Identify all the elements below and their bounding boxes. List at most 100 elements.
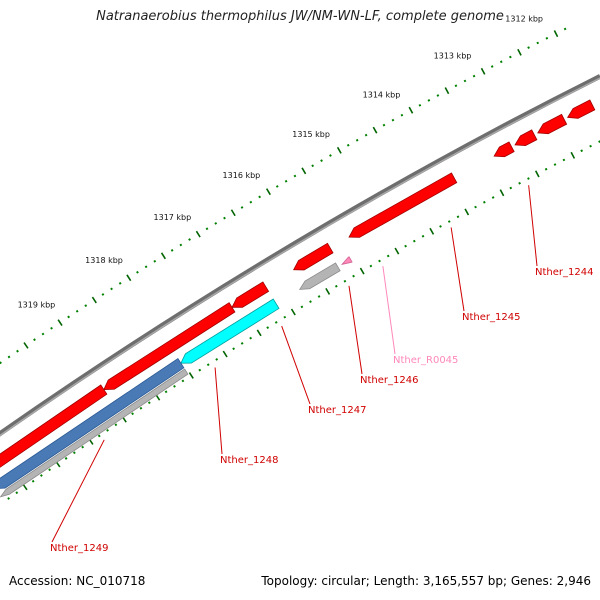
scale-tick-inner <box>206 363 210 367</box>
scale-tick-outer <box>509 55 512 59</box>
scale-tick-inner <box>499 189 505 197</box>
scale-tick-outer <box>284 179 288 183</box>
gene-label: Nther_1246 <box>360 375 418 386</box>
scale-tick-outer <box>249 200 253 204</box>
scale-tick-inner <box>464 208 470 216</box>
scale-tick-outer <box>170 249 174 252</box>
scale-label: 1317 kbp <box>154 213 192 222</box>
scale-tick-inner <box>412 239 416 243</box>
gene-leader-line <box>214 367 223 455</box>
scale-tick-inner <box>215 358 219 361</box>
pseudo-arrow-lower <box>0 368 189 498</box>
gene-arrow-nther-1248 <box>103 302 236 390</box>
scale-tick-inner <box>240 342 244 345</box>
scale-tick-inner <box>188 372 194 379</box>
scale-tick-inner <box>147 401 151 405</box>
scale-tick-inner <box>283 315 287 319</box>
scale-tick-inner <box>421 234 425 238</box>
scale-tick-inner <box>562 158 566 162</box>
scale-tick-inner <box>290 308 296 316</box>
gene-arrow <box>493 141 515 158</box>
scale-tick-inner <box>81 445 85 449</box>
gene-leader-line <box>528 185 538 267</box>
scale-tick-inner <box>544 167 548 171</box>
scale-tick-inner <box>164 390 168 394</box>
scale-tick-outer <box>336 146 342 154</box>
scale-tick-outer <box>499 60 503 64</box>
scale-tick-outer <box>67 315 71 319</box>
scale-tick-outer <box>101 293 105 296</box>
scale-tick-inner <box>309 300 312 304</box>
scale-tick-inner <box>173 384 176 388</box>
scale-tick-outer <box>545 36 549 40</box>
scale-tick-outer <box>275 185 279 188</box>
scale-tick-outer <box>293 174 297 178</box>
scale-label: 1313 kbp <box>434 52 472 61</box>
gene-arrow <box>514 129 538 147</box>
scale-tick-outer <box>490 65 494 68</box>
scale-tick-inner <box>369 264 373 268</box>
scale-tick-inner <box>429 227 435 235</box>
scale-tick-outer <box>320 159 323 162</box>
scale-tick-inner <box>359 267 365 275</box>
scale-tick-inner <box>249 336 253 340</box>
scale-tick-outer <box>75 309 79 313</box>
scale-tick-outer <box>454 84 458 88</box>
scale-labels: 1312 kbp 1313 kbp 1314 kbp 1315 kbp 1316 kbp… <box>18 14 543 309</box>
scale-tick-outer <box>214 222 218 225</box>
gene-arrow <box>566 99 596 119</box>
gene-leader-line <box>281 325 311 405</box>
gene-arrow-nther-1246 <box>293 242 334 271</box>
rna-arrow <box>180 298 280 364</box>
scale-tick-inner <box>139 406 143 410</box>
scale-tick-inner <box>106 428 109 432</box>
gene-arrow-nther-1245 <box>348 172 458 238</box>
accession-text: Accession: NC_010718 <box>9 574 146 588</box>
scale-tick-outer <box>355 138 359 142</box>
gene-arrow-blue <box>0 357 185 489</box>
scale-tick-inner <box>580 149 584 153</box>
scale-tick-outer <box>527 46 530 49</box>
scale-tick-inner <box>256 329 262 337</box>
scale-tick-outer <box>400 113 404 117</box>
scale-tick-outer <box>23 342 29 349</box>
gene-leader-line <box>51 439 105 543</box>
scale-tick-inner <box>518 181 521 185</box>
scale-tick-inner <box>343 279 347 283</box>
gene-arrow-nther-1247 <box>231 281 270 308</box>
scale-tick-inner <box>394 247 400 255</box>
scale-tick-outer <box>195 230 201 238</box>
scale-tick-outer <box>223 216 226 220</box>
scale-tick-outer <box>372 126 378 134</box>
scale-tick-outer <box>16 349 19 353</box>
scale-tick-inner <box>7 497 10 500</box>
scale-tick-inner <box>300 305 304 309</box>
scale-tick-outer <box>7 355 11 359</box>
scale-tick-outer <box>205 227 209 231</box>
backbone-group <box>0 74 600 437</box>
pseudo-arrow <box>298 262 341 290</box>
scale-tick-inner <box>447 220 451 223</box>
scale-tick-outer <box>311 164 315 168</box>
scale-tick-inner <box>534 170 540 178</box>
scale-tick-outer <box>382 123 386 127</box>
gene-label: Nther_R0045 <box>393 355 458 366</box>
scale-tick-inner <box>198 368 202 372</box>
scale-tick-outer <box>0 361 2 365</box>
scale-tick-outer <box>144 265 148 269</box>
gene-label: Nther_1248 <box>220 455 278 466</box>
scale-label: 1318 kbp <box>85 256 123 265</box>
scale-tick-outer <box>536 41 540 45</box>
scale-label: 1312 kbp <box>505 14 543 23</box>
scale-tick-outer <box>230 209 236 217</box>
scale-tick-outer <box>258 195 262 199</box>
scale-tick-outer <box>436 94 440 97</box>
gene-arrow-nther-1249 <box>0 384 108 468</box>
scale-tick-outer <box>408 106 414 114</box>
scale-tick-inner <box>48 468 52 472</box>
scale-tick-inner <box>474 205 477 209</box>
scale-tick-outer <box>118 281 122 285</box>
scale-tick-inner <box>509 186 513 190</box>
scale-tick-outer <box>33 338 36 342</box>
